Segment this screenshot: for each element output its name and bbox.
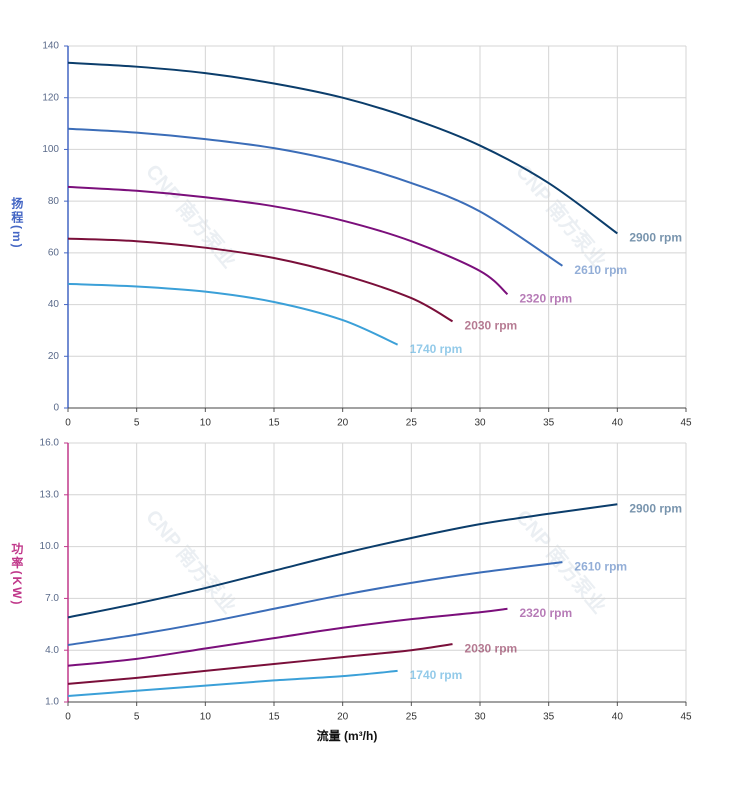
x-tick-label: 40 (612, 712, 624, 723)
x-tick-label: 25 (406, 712, 418, 723)
series-label: 2320 rpm (519, 291, 572, 305)
y-tick-label: 100 (42, 144, 59, 155)
watermark: CNP 南方泵业 (141, 505, 241, 618)
series-label: 2900 rpm (629, 501, 682, 515)
curve (67, 61, 618, 235)
curve (67, 185, 509, 295)
x-tick-label: 10 (200, 418, 212, 429)
x-tick-label: 5 (134, 418, 140, 429)
y-tick-label: 16.0 (40, 438, 60, 449)
curve (67, 503, 618, 619)
x-tick-label: 15 (268, 712, 280, 723)
x-tick-label: 35 (543, 712, 555, 723)
y-tick-label: 20 (48, 351, 60, 362)
watermark: CNP 南方泵业 (511, 159, 611, 272)
x-tick-label: 15 (268, 418, 280, 429)
series-label: 2320 rpm (519, 606, 572, 620)
y-axis-title: 扬程(m) (10, 196, 24, 250)
curve (67, 643, 453, 685)
x-tick-label: 0 (65, 418, 71, 429)
watermark: CNP 南方泵业 (141, 159, 241, 272)
series-label: 2030 rpm (465, 641, 518, 655)
series-label: 1740 rpm (410, 342, 463, 356)
y-axis-title: 功率(KW) (10, 541, 24, 606)
x-tick-label: 20 (337, 712, 349, 723)
x-tick-label: 5 (134, 712, 140, 723)
y-tick-label: 13.0 (40, 489, 60, 500)
y-tick-label: 60 (48, 247, 60, 258)
y-tick-label: 4.0 (45, 645, 59, 656)
x-tick-label: 40 (612, 418, 624, 429)
y-tick-label: 80 (48, 196, 60, 207)
y-tick-label: 120 (42, 92, 59, 103)
series-label: 2900 rpm (629, 231, 682, 245)
x-tick-label: 45 (680, 418, 692, 429)
x-tick-label: 30 (474, 418, 486, 429)
curve (67, 282, 399, 346)
y-tick-label: 40 (48, 299, 60, 310)
y-tick-label: 140 (42, 41, 59, 52)
y-tick-label: 0 (53, 403, 59, 414)
y-tick-label: 10.0 (40, 541, 60, 552)
curve (67, 561, 563, 647)
x-tick-label: 35 (543, 418, 555, 429)
x-tick-label: 10 (200, 712, 212, 723)
curve (67, 669, 398, 697)
curve (67, 607, 508, 667)
curve (67, 127, 563, 267)
series-label: 2030 rpm (465, 319, 518, 333)
x-tick-label: 30 (474, 712, 486, 723)
x-axis-title: 流量 (m³/h) (317, 728, 378, 743)
x-tick-label: 0 (65, 712, 71, 723)
x-tick-label: 45 (680, 712, 692, 723)
series-label: 2610 rpm (574, 263, 627, 277)
series-label: 1740 rpm (410, 668, 463, 682)
curve (67, 237, 454, 323)
x-tick-label: 20 (337, 418, 349, 429)
x-tick-label: 25 (406, 418, 418, 429)
y-tick-label: 7.0 (45, 593, 59, 604)
y-tick-label: 1.0 (45, 697, 59, 708)
series-label: 2610 rpm (574, 559, 627, 573)
